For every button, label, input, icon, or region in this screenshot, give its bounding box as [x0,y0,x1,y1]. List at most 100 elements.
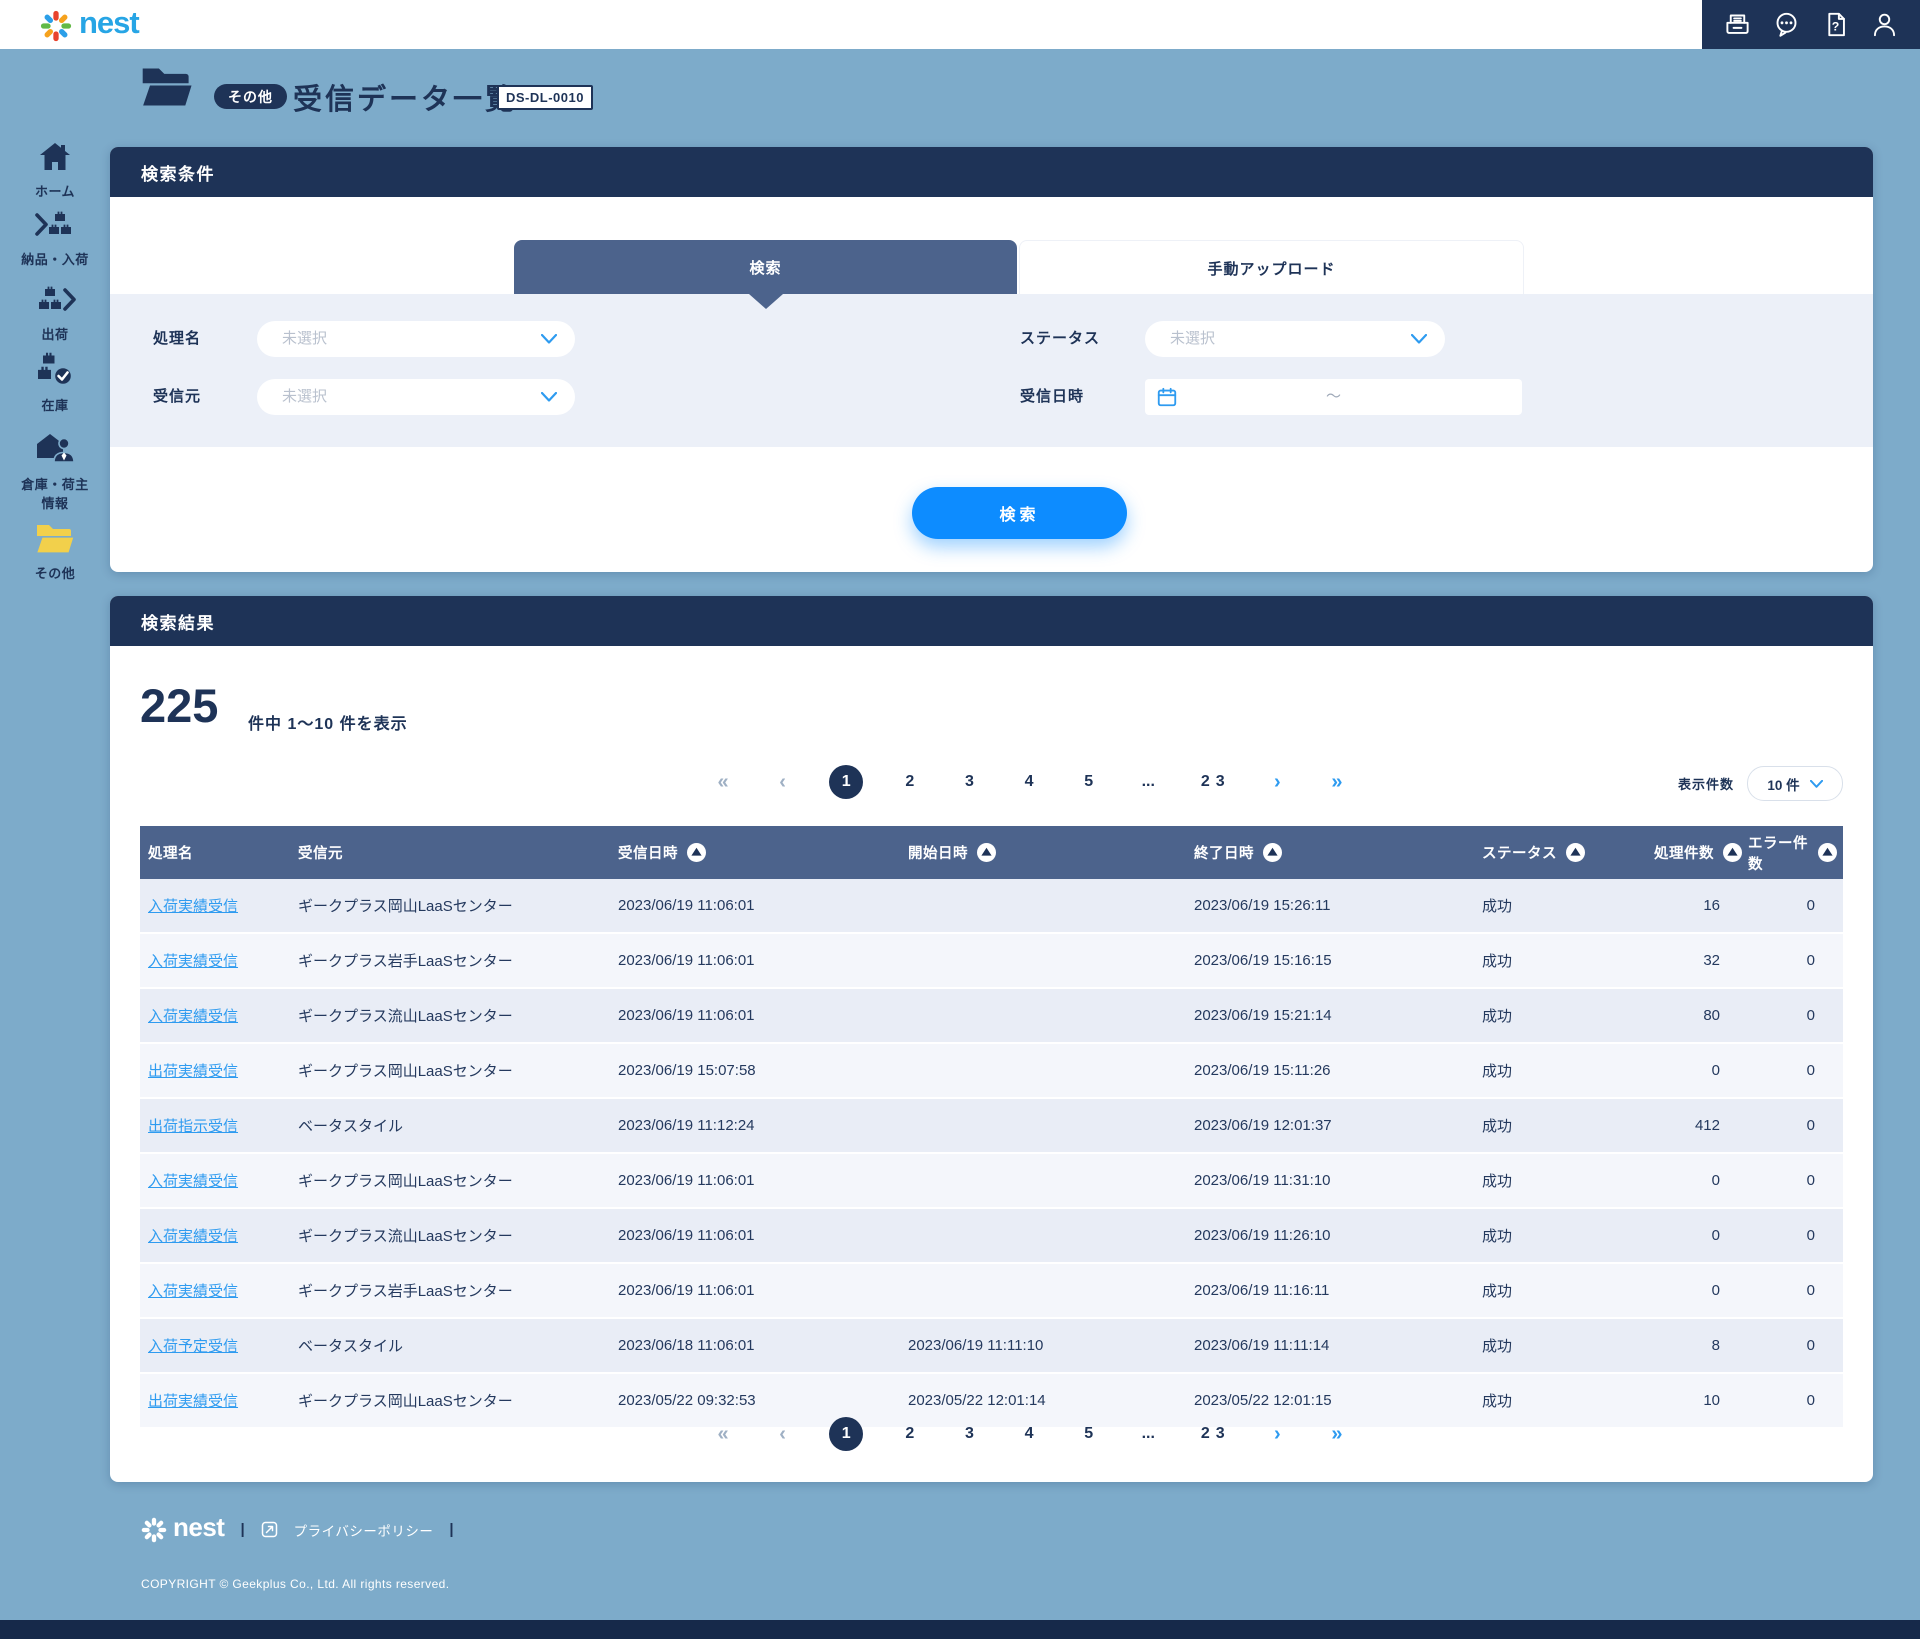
pagination-last-button[interactable]: » [1331,1422,1343,1445]
stock-icon [38,352,73,386]
pagination-page-1[interactable]: 1 [829,1417,864,1451]
sort-icon[interactable] [1263,843,1282,862]
table-cell: 2023/06/19 11:11:14 [1194,1337,1330,1354]
pagination-page-1[interactable]: 1 [829,765,864,799]
pagination-last-button[interactable]: » [1331,770,1343,793]
table-cell: 2023/06/19 11:11:10 [908,1337,1044,1354]
results-panel: 検索結果 225 件中 1～10 件を表示 « ‹ 1 2 3 4 5 ... … [110,596,1873,1482]
fax-icon[interactable] [1724,11,1751,38]
nest-logo[interactable]: nest [40,7,140,43]
sidebar-item-stock[interactable]: 在庫 [0,351,110,416]
processing-name-link[interactable]: 入荷実績受信 [148,953,239,970]
pagination-page-5[interactable]: 5 [1084,1425,1094,1442]
page-title: 受信データ一覧 [293,84,518,116]
table-cell: 2023/06/19 15:07:58 [618,1062,756,1079]
pagination-page-4[interactable]: 4 [1024,773,1034,790]
sidebar-item-label: 在庫 [41,398,69,413]
processing-name-link[interactable]: 入荷実績受信 [148,1008,239,1025]
display-count-select[interactable]: 10 件 [1747,766,1843,801]
processing-name-link[interactable]: 出荷指示受信 [148,1118,239,1135]
privacy-policy-link[interactable]: プライバシーポリシー [293,1523,434,1539]
sidebar-item-label: 納品・入荷 [21,252,89,267]
chevron-down-icon [541,392,557,402]
footer-logo-text: nest [173,1512,225,1542]
table-cell: 2023/05/22 12:01:14 [908,1392,1046,1409]
date-range-separator: ～ [1325,388,1341,405]
tab-manual-upload[interactable]: 手動アップロード [1019,240,1524,295]
processing-name-select[interactable]: 未選択 [257,321,575,357]
nest-gear-icon-white [141,1517,167,1542]
table-cell: 入荷実績受信 [140,950,290,971]
sidebar-item-label: 倉庫・荷主 情報 [21,477,89,511]
sort-icon[interactable] [977,843,996,862]
status-select[interactable]: 未選択 [1145,321,1445,357]
sort-icon[interactable] [1566,843,1585,862]
total-count: 225 [140,679,219,732]
help-icon[interactable]: ? [1822,11,1849,38]
footer-nest-logo[interactable]: nest [141,1512,225,1547]
topbar-icon-group: ? [1702,0,1920,49]
pagination-page-4[interactable]: 4 [1024,1425,1034,1442]
table-cell: 0 [1806,1007,1815,1024]
pagination-page-5[interactable]: 5 [1084,773,1094,790]
sidebar-item-home[interactable]: ホーム [0,141,110,202]
table-cell: 2023/06/19 11:12:24 [618,1117,755,1134]
table-cell: 2023/06/19 11:06:01 [618,897,755,914]
pagination-page-2[interactable]: 2 [905,1425,915,1442]
chevron-down-icon [541,334,557,344]
sort-icon[interactable] [1818,843,1837,862]
sidebar-item-warehouse-shipper[interactable]: 倉庫・荷主 情報 [0,430,110,514]
search-button[interactable]: 検索 [912,487,1127,539]
processing-name-link[interactable]: 出荷実績受信 [148,1063,239,1080]
table-cell: ギークプラス流山LaaSセンター [298,1008,513,1025]
pagination-first-button[interactable]: « [717,770,729,793]
table-cell: 0 [1806,1282,1815,1299]
table-cell: 成功 [1482,1393,1513,1410]
sidebar-item-shipping[interactable]: 出荷 [0,283,110,345]
processing-name-link[interactable]: 入荷実績受信 [148,1173,239,1190]
footer-separator: | [449,1521,454,1538]
pagination-page-23[interactable]: 23 [1200,1425,1231,1442]
pagination-next-button[interactable]: › [1273,770,1281,793]
nest-gear-icon [40,10,72,41]
table-cell: 0 [1806,1392,1815,1409]
table-row: 出荷実績受信 ギークプラス岡山LaaSセンター 2023/05/22 09:32:5… [140,1374,1843,1429]
sidebar-item-label: ホーム [34,184,76,199]
display-count: 表示件数 10 件 [1678,766,1843,801]
pagination-first-button[interactable]: « [717,1422,729,1445]
processing-name-link[interactable]: 入荷実績受信 [148,1283,239,1300]
pagination-prev-button[interactable]: ‹ [779,770,786,793]
column-header: エラー件数 [1748,832,1843,874]
table-cell: 0 [1806,1227,1815,1244]
table-cell: 0 [1806,897,1815,914]
processing-name-link[interactable]: 出荷実績受信 [148,1393,239,1410]
sidebar-item-other[interactable]: その他 [0,521,110,584]
pagination-page-3[interactable]: 3 [964,1425,974,1442]
pagination-page-3[interactable]: 3 [964,773,974,790]
pagination-prev-button[interactable]: ‹ [779,1422,786,1445]
table-cell: 入荷実績受信 [140,1170,290,1191]
sender-select[interactable]: 未選択 [257,379,575,415]
table-row: 出荷指示受信 ベータスタイル 2023/06/19 11:12:24 2023/06/… [140,1099,1843,1154]
sidebar-item-inbound[interactable]: 納品・入荷 [0,208,110,270]
table-body: 入荷実績受信 ギークプラス岡山LaaSセンター 2023/06/19 11:06:0… [140,879,1843,1429]
table-cell: 2023/06/19 12:01:37 [1194,1117,1332,1134]
processing-name-link[interactable]: 入荷実績受信 [148,898,239,915]
sort-icon[interactable] [1723,843,1742,862]
processing-name-link[interactable]: 入荷予定受信 [148,1338,239,1355]
pagination-page-23[interactable]: 23 [1200,773,1231,790]
pagination-page-2[interactable]: 2 [905,773,915,790]
table-cell: 0 [1806,1172,1815,1189]
svg-text:?: ? [1832,20,1840,34]
received-at-range-field[interactable]: ～ [1145,379,1522,415]
results-panel-header: 検索結果 [110,596,1873,646]
pagination-ellipsis: ... [1141,773,1155,790]
page-folder-icon [140,63,194,114]
chat-icon[interactable] [1773,11,1800,38]
pagination-next-button[interactable]: › [1273,1422,1281,1445]
tab-search[interactable]: 検索 [514,240,1017,294]
user-icon[interactable] [1871,11,1898,38]
table-row: 入荷実績受信 ギークプラス流山LaaSセンター 2023/06/19 11:06:0… [140,1209,1843,1264]
processing-name-link[interactable]: 入荷実績受信 [148,1228,239,1245]
sort-icon[interactable] [687,843,706,862]
